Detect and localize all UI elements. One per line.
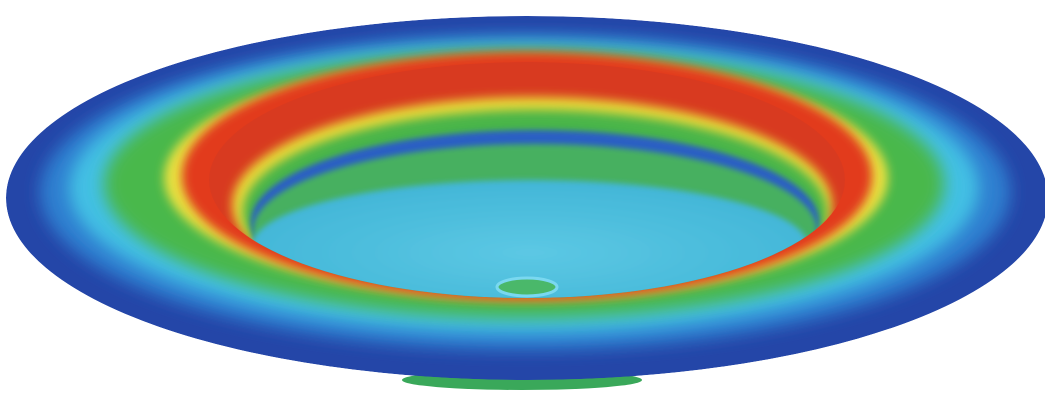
page: [0, 0, 1045, 395]
center-spot: [497, 278, 557, 296]
scene: [0, 0, 1045, 395]
